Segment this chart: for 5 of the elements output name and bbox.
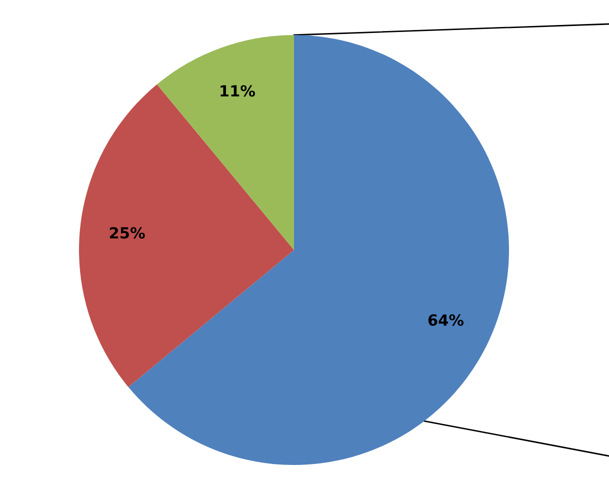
pie-slice bbox=[156, 35, 294, 250]
data-label: 11% bbox=[220, 85, 255, 97]
data-label: 25% bbox=[110, 227, 145, 239]
data-label: 64% bbox=[428, 314, 464, 326]
pie-slice bbox=[79, 84, 294, 388]
